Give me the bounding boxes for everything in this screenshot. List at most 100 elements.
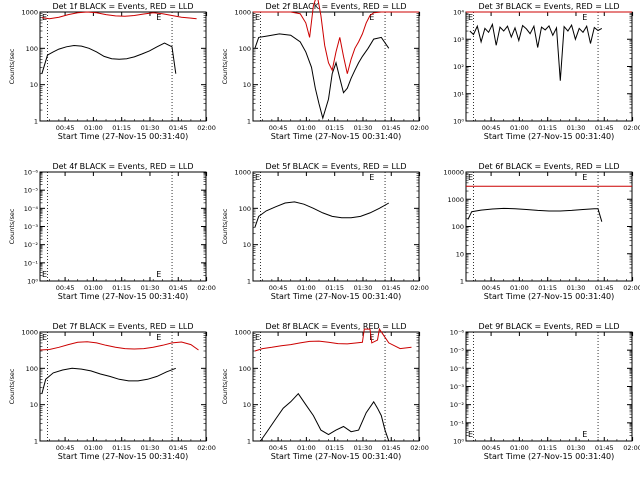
panel-title: Det 6f BLACK = Events, RED = LLD [478, 162, 619, 171]
events-series-line [467, 207, 603, 222]
x-tick-label: 00:45 [482, 124, 501, 132]
y-tick-label: 10⁻⁶ [450, 329, 465, 337]
event-marker-1: E [255, 173, 260, 182]
x-tick-label: 01:30 [567, 124, 586, 132]
events-series-line [469, 22, 603, 81]
y-tick-label: 100 [239, 205, 251, 213]
x-tick-label: 00:45 [482, 444, 501, 452]
x-tick-label: 01:30 [354, 284, 373, 292]
event-marker-2: E [582, 173, 587, 182]
x-tick-label: 02:00 [197, 124, 216, 132]
x-tick-label: 01:45 [169, 284, 188, 292]
panel-7: Det 7f BLACK = Events, RED = LLD 1 10 100 10… [8, 322, 216, 461]
panel-9: Det 9f BLACK = Events, RED = LLD 10⁰ 10⁻¹ 1… [450, 322, 640, 461]
y-tick-label: 10³ [453, 36, 464, 44]
x-tick-label: 01:15 [538, 124, 557, 132]
y-tick-label: 10⁴ [453, 9, 464, 17]
plot-frame [252, 171, 420, 282]
y-tick-label: 10⁻⁴ [450, 365, 465, 373]
y-tick-label: 1 [34, 118, 38, 126]
y-tick-label: 100 [239, 45, 251, 53]
y-tick-label: 1000 [21, 329, 38, 337]
x-tick-label: 01:00 [297, 124, 316, 132]
x-tick-label: 01:30 [141, 124, 160, 132]
x-axis-label: Start Time (27-Nov-15 00:31:40) [58, 132, 188, 141]
x-tick-label: 00:45 [269, 124, 288, 132]
x-tick-label: 02:00 [197, 284, 216, 292]
x-tick-label: 01:00 [297, 444, 316, 452]
panel-title: Det 2f BLACK = Events, RED = LLD [265, 2, 406, 11]
x-tick-label: 01:00 [297, 284, 316, 292]
panel-2: Det 2f BLACK = Events, RED = LLD 1 10 100 10… [221, 0, 429, 141]
y-axis-label: Counts/sec [8, 208, 16, 244]
y-tick-label: 100 [452, 223, 464, 231]
panel-4: Det 4f BLACK = Events, RED = LLD 10⁰ 10⁻¹ 1… [8, 162, 216, 301]
x-axis-label: Start Time (27-Nov-15 00:31:40) [271, 132, 401, 141]
event-marker-2: E [369, 173, 374, 182]
x-tick-label: 01:30 [354, 124, 373, 132]
y-tick-label: 10⁻³ [450, 383, 465, 391]
x-tick-label: 01:15 [538, 284, 557, 292]
panel-title: Det 3f BLACK = Events, RED = LLD [478, 2, 619, 11]
y-tick-label: 1000 [234, 329, 251, 337]
panel-5: Det 5f BLACK = Events, RED = LLD 1 10 100 10… [221, 162, 429, 301]
x-axis-label: Start Time (27-Nov-15 00:31:40) [271, 292, 401, 301]
x-tick-label: 02:00 [197, 444, 216, 452]
panel-title: Det 9f BLACK = Events, RED = LLD [478, 322, 619, 331]
event-marker-1: E [468, 173, 473, 182]
y-tick-label: 1000 [234, 9, 251, 17]
event-marker-2: E [156, 13, 161, 22]
x-axis-label: Start Time (27-Nov-15 00:31:40) [484, 452, 614, 461]
y-tick-label: 10 [243, 401, 251, 409]
y-tick-label: 10⁻² [450, 401, 465, 409]
y-axis-label: Counts/sec [8, 368, 16, 404]
plot-frame [252, 331, 420, 442]
y-tick-label: 10⁻⁴ [24, 205, 39, 213]
x-tick-label: 01:00 [84, 124, 103, 132]
x-tick-label: 01:00 [84, 444, 103, 452]
y-tick-label: 10 [30, 81, 38, 89]
event-marker-2: E [582, 13, 587, 22]
x-tick-label: 01:45 [595, 124, 614, 132]
y-tick-label: 1 [247, 438, 251, 446]
x-tick-label: 01:15 [538, 444, 557, 452]
y-tick-label: 10⁻¹ [450, 419, 465, 427]
x-tick-label: 01:45 [169, 124, 188, 132]
x-tick-label: 01:45 [595, 284, 614, 292]
event-marker-1: E [42, 13, 47, 22]
y-tick-label: 1 [247, 118, 251, 126]
lld-series-line [253, 0, 419, 74]
panel-8: Det 8f BLACK = Events, RED = LLD 1 10 100 10… [221, 322, 429, 461]
x-tick-label: 01:15 [325, 284, 344, 292]
events-series-line [260, 392, 390, 442]
x-axis-label: Start Time (27-Nov-15 00:31:40) [58, 292, 188, 301]
event-marker-1: E [255, 333, 260, 342]
x-tick-label: 00:45 [56, 444, 75, 452]
y-axis-label: Counts/sec [221, 48, 229, 84]
y-tick-label: 100 [239, 365, 251, 373]
plot-frame [39, 171, 207, 282]
panel-title: Det 5f BLACK = Events, RED = LLD [265, 162, 406, 171]
panel-6: Det 6f BLACK = Events, RED = LLD 1 10 100 10… [443, 162, 640, 301]
x-tick-label: 02:00 [410, 284, 429, 292]
panel-1: Det 1f BLACK = Events, RED = LLD 1 10 100 10… [8, 2, 216, 141]
event-marker-2: E [369, 333, 374, 342]
y-axis-label: Counts/sec [8, 48, 16, 84]
y-tick-label: 10⁰ [27, 278, 38, 286]
y-tick-label: 10 [243, 81, 251, 89]
x-tick-label: 02:00 [623, 124, 640, 132]
x-tick-label: 01:30 [141, 444, 160, 452]
y-tick-label: 10¹ [453, 90, 464, 98]
y-tick-label: 10⁻⁵ [24, 187, 39, 195]
event-marker-2: E [369, 13, 374, 22]
x-tick-label: 01:45 [382, 124, 401, 132]
x-tick-label: 00:45 [482, 284, 501, 292]
panel-title: Det 1f BLACK = Events, RED = LLD [52, 2, 193, 11]
event-marker-2: E [582, 430, 587, 439]
event-marker-2: E [156, 270, 161, 279]
x-tick-label: 01:00 [84, 284, 103, 292]
x-tick-label: 02:00 [410, 444, 429, 452]
x-tick-label: 01:15 [112, 124, 131, 132]
x-tick-label: 01:15 [112, 444, 131, 452]
